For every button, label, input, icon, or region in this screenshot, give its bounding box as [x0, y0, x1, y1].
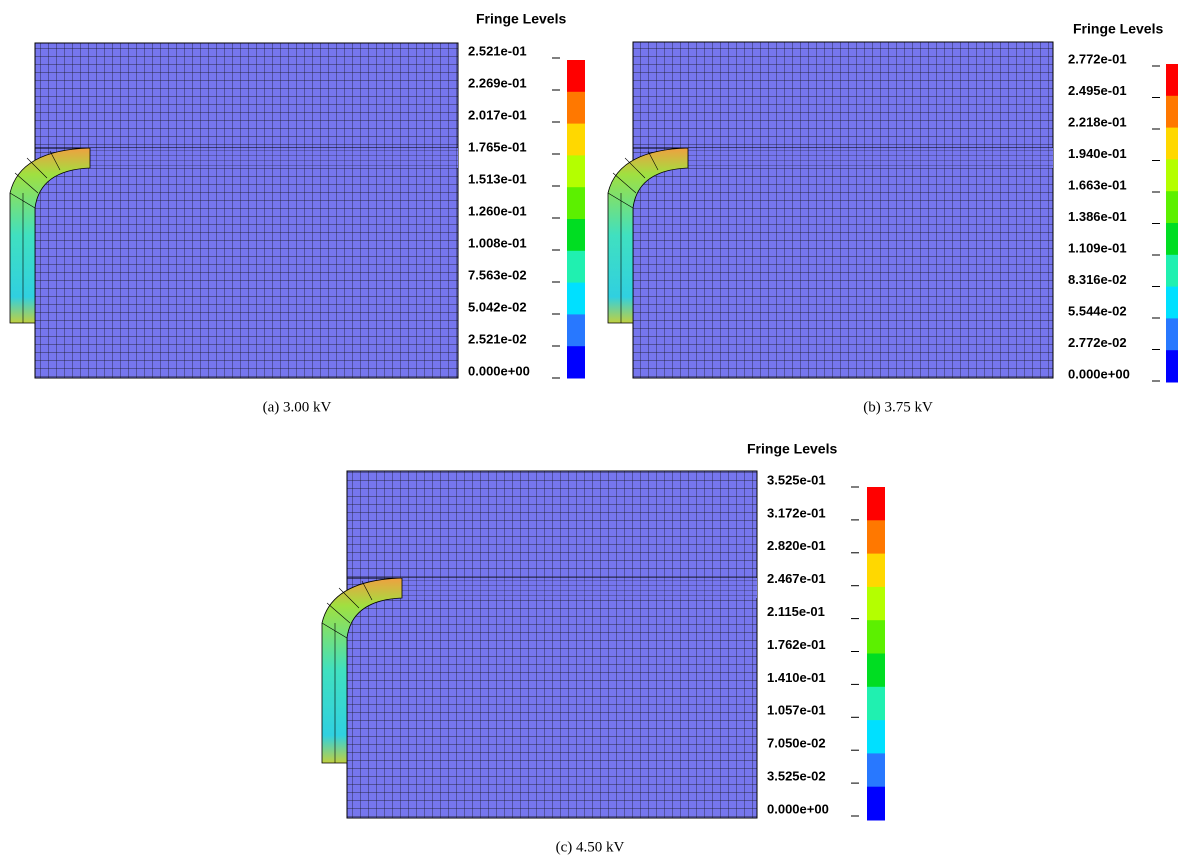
- colorbar-segment: [1166, 191, 1178, 223]
- legend-title: Fringe Levels: [1073, 21, 1163, 37]
- colorbar-segment: [567, 251, 585, 283]
- fringe-level: 1.109e-01: [1068, 240, 1127, 255]
- colorbar-segment: [1166, 350, 1178, 382]
- colorbar-segment: [567, 155, 585, 187]
- colorbar-segment: [1166, 159, 1178, 191]
- colorbar-segment: [1166, 255, 1178, 287]
- colorbar-segment: [1166, 96, 1178, 128]
- caption: (a) 3.00 kV: [263, 399, 332, 415]
- colorbar-segment: [867, 554, 885, 588]
- fringe-level: 1.765e-01: [468, 139, 527, 154]
- fringe-level: 2.218e-01: [1068, 114, 1127, 129]
- fringe-level: 2.467e-01: [767, 571, 826, 586]
- figure: Fringe Levels 2.521e-01 2.269e-01 2.017e-01…: [0, 0, 1178, 861]
- fringe-level: 1.940e-01: [1068, 146, 1127, 161]
- mesh-upper: [35, 43, 458, 148]
- fringe-level: 2.521e-01: [468, 43, 527, 58]
- mesh-upper: [633, 42, 1053, 148]
- colorbar-segment: [867, 720, 885, 754]
- colorbar-segment: [867, 587, 885, 621]
- fringe-level: 2.521e-02: [468, 331, 527, 346]
- colorbar-segment: [867, 687, 885, 721]
- fringe-level: 8.316e-02: [1068, 272, 1127, 287]
- mesh-band: [85, 148, 458, 168]
- fringe-level: 0.000e+00: [1068, 366, 1130, 381]
- fringe-level: 1.663e-01: [1068, 177, 1127, 192]
- fringe-level: 3.525e-02: [767, 769, 826, 784]
- colorbar-segment: [567, 314, 585, 346]
- fringe-level: 3.525e-01: [767, 472, 826, 487]
- mesh-band: [397, 578, 757, 598]
- caption: (b) 3.75 kV: [863, 399, 933, 415]
- fringe-level: 1.762e-01: [767, 637, 826, 652]
- fringe-level: 7.563e-02: [468, 267, 527, 282]
- colorbar-segment: [567, 219, 585, 251]
- colorbar-segment: [1166, 64, 1178, 96]
- fringe-level: 2.820e-01: [767, 538, 826, 553]
- fringe-level: 7.050e-02: [767, 736, 826, 751]
- fringe-level: 2.772e-01: [1068, 51, 1127, 66]
- mesh-lower: [633, 148, 1053, 378]
- fringe-level: 1.260e-01: [468, 203, 527, 218]
- colorbar-segment: [867, 620, 885, 654]
- colorbar-segment: [867, 654, 885, 688]
- fringe-level: 2.772e-02: [1068, 335, 1127, 350]
- colorbar-segment: [867, 787, 885, 821]
- fringe-level: 0.000e+00: [767, 801, 829, 816]
- fringe-level: 1.386e-01: [1068, 209, 1127, 224]
- fringe-level: 1.513e-01: [468, 171, 527, 186]
- fringe-level: 2.115e-01: [767, 604, 825, 619]
- colorbar-segment: [567, 60, 585, 92]
- colorbar-segment: [567, 187, 585, 219]
- colorbar-segment: [567, 92, 585, 124]
- caption: (c) 4.50 kV: [556, 839, 625, 855]
- colorbar-segment: [567, 283, 585, 315]
- legend-title: Fringe Levels: [476, 11, 566, 27]
- mesh-lower: [35, 148, 458, 378]
- fringe-level: 1.410e-01: [767, 670, 826, 685]
- colorbar-segment: [1166, 223, 1178, 255]
- fringe-level: 2.495e-01: [1068, 83, 1127, 98]
- fringe-level: 1.008e-01: [468, 235, 527, 250]
- colorbar-segment: [867, 520, 885, 554]
- fringe-level: 5.544e-02: [1068, 303, 1127, 318]
- colorbar-segment: [567, 124, 585, 156]
- mesh-upper: [347, 471, 757, 578]
- mesh-lower: [347, 578, 757, 818]
- fringe-level: 2.269e-01: [468, 75, 527, 90]
- colorbar-segment: [867, 753, 885, 787]
- fringe-level: 5.042e-02: [468, 299, 527, 314]
- colorbar-segment: [1166, 128, 1178, 160]
- fringe-level: 1.057e-01: [767, 703, 826, 718]
- colorbar-segment: [1166, 287, 1178, 319]
- colorbar-segment: [1166, 318, 1178, 350]
- colorbar-segment: [867, 487, 885, 521]
- fringe-level: 3.172e-01: [767, 505, 826, 520]
- mesh-band: [683, 148, 1053, 168]
- colorbar-segment: [567, 346, 585, 378]
- fringe-level: 0.000e+00: [468, 363, 530, 378]
- legend-title: Fringe Levels: [747, 441, 837, 457]
- fringe-level: 2.017e-01: [468, 107, 527, 122]
